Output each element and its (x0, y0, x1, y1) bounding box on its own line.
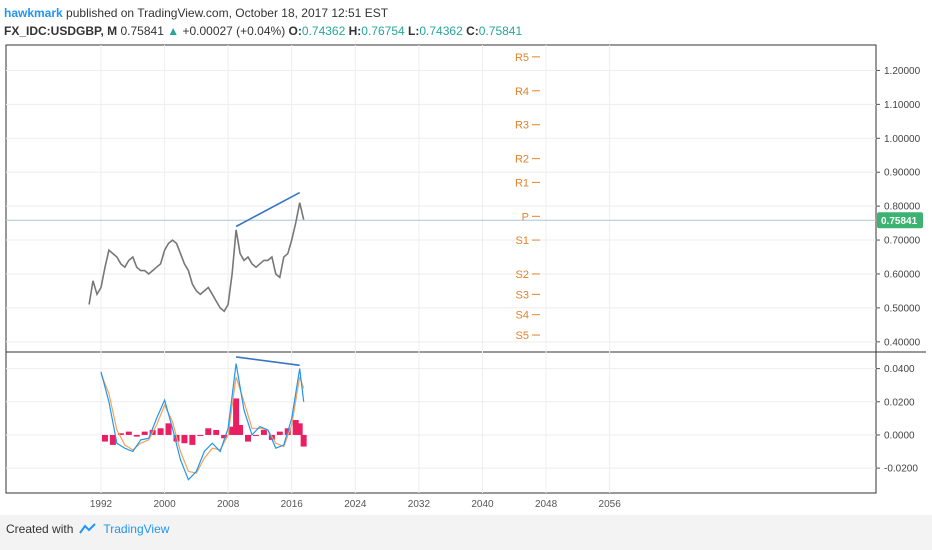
x-tick-label: 2056 (599, 499, 622, 510)
price-series (88, 202, 305, 313)
histogram-bar (141, 431, 148, 435)
symbol-name[interactable]: FX_IDC:USDGBP, M (4, 24, 118, 38)
histogram-bar (292, 420, 299, 435)
histogram-bar (260, 429, 267, 435)
price-tick-label: 0.80000 (884, 202, 921, 213)
last-price: 0.75841 (120, 24, 164, 38)
pivot-label: S5 (516, 330, 529, 342)
x-tick-label: 1992 (90, 499, 113, 510)
close-value: 0.75841 (478, 24, 523, 38)
price-tick-label: 0.40000 (884, 337, 921, 348)
x-tick-label: 2040 (471, 499, 494, 510)
price-tick-label: 0.50000 (884, 303, 921, 314)
high-label: H: (348, 24, 362, 38)
x-tick-label: 2008 (217, 499, 240, 510)
histogram-bar (205, 428, 212, 435)
histogram-bar (296, 423, 303, 435)
pivot-label: R5 (515, 52, 529, 64)
open-value: 0.74362 (301, 24, 346, 38)
histogram-bar (165, 423, 172, 435)
price-change: +0.00027 (+0.04%) (182, 24, 286, 38)
chart-canvas[interactable]: 1992 2000 2008 2016 2024 2032 2040 2048 2056 1.20… (0, 0, 932, 515)
tradingview-logo-icon (79, 523, 97, 534)
up-arrow-icon: ▲ (167, 24, 180, 38)
oscillator-trendline (235, 356, 300, 367)
low-value: 0.74362 (419, 24, 463, 38)
histogram-bar (189, 434, 196, 445)
last-price-tag (877, 212, 923, 229)
histogram-bar (109, 434, 116, 445)
oscillator-axis: 0.0400 0.0200 0.0000 -0.0200 (6, 364, 918, 475)
histogram-bar (197, 434, 204, 436)
footer: Created with TradingView (6, 522, 169, 536)
symbol-legend: FX_IDC:USDGBP, M 0.75841 ▲ +0.00027 (+0.… (4, 22, 522, 40)
histogram-bar (233, 398, 240, 435)
price-tick-label: 1.20000 (884, 66, 921, 77)
histogram-bar (213, 429, 220, 435)
pivot-label: R1 (515, 177, 529, 189)
plot-frame (5, 44, 877, 494)
x-axis: 1992 2000 2008 2016 2024 2032 2040 2048 2056 (90, 45, 621, 510)
histogram-bar (117, 433, 124, 435)
price-tick-label: 0.70000 (884, 236, 921, 247)
tradingview-brand[interactable]: TradingView (103, 522, 170, 536)
pivot-label: P (522, 211, 529, 223)
last-price-tag-label: 0.75841 (881, 216, 918, 227)
x-tick-label: 2000 (153, 499, 176, 510)
x-tick-label: 2024 (344, 499, 367, 510)
high-value: 0.76754 (361, 24, 405, 38)
histogram-bar (221, 434, 228, 439)
open-label: O: (288, 24, 302, 38)
histogram-bar (125, 431, 132, 435)
close-label: C: (466, 24, 479, 38)
price-axis: 1.20000 1.10000 1.00000 0.90000 0.80000 0.700… (6, 66, 921, 348)
price-trendline (235, 191, 301, 228)
osc-tick-label: 0.0200 (884, 397, 915, 408)
pivot-label: R4 (515, 86, 529, 98)
x-tick-label: 2032 (408, 499, 431, 510)
histogram-bar (300, 434, 307, 447)
pivot-levels: R5 R4 R3 R2 R1 P S1 S2 S3 S4 S5 (515, 52, 540, 342)
pivot-label: S1 (516, 235, 529, 247)
signal-line (100, 373, 305, 474)
price-tick-label: 1.10000 (884, 100, 921, 111)
histogram-bar (252, 434, 259, 436)
created-with-text: Created with (6, 522, 74, 536)
publication-header: hawkmark published on TradingView.com, O… (4, 4, 388, 22)
osc-tick-label: 0.0000 (884, 430, 915, 441)
osc-tick-label: -0.0200 (884, 464, 918, 475)
price-tick-label: 1.00000 (884, 134, 921, 145)
histogram-bar (229, 426, 236, 435)
pivot-label: R2 (515, 154, 529, 166)
x-tick-label: 2048 (535, 499, 558, 510)
x-tick-label: 2016 (281, 499, 304, 510)
price-tick-label: 0.60000 (884, 269, 921, 280)
histogram-bar (276, 431, 283, 435)
pivot-label: S3 (516, 289, 529, 301)
pivot-label: R3 (515, 120, 529, 132)
footer-bar (0, 515, 932, 550)
low-label: L: (408, 24, 420, 38)
histogram-bar (237, 424, 244, 435)
published-text: published on TradingView.com, October 18… (66, 6, 389, 20)
author-name[interactable]: hawkmark (4, 6, 63, 20)
pivot-label: S2 (516, 269, 529, 281)
macd-line (100, 363, 305, 481)
histogram-bar (101, 434, 108, 442)
histogram-bar (157, 428, 164, 435)
histogram-bar (245, 434, 252, 442)
histogram-bar (181, 434, 188, 444)
osc-tick-label: 0.0400 (884, 364, 915, 375)
pivot-label: S4 (516, 310, 529, 322)
price-tick-label: 0.90000 (884, 168, 921, 179)
histogram-bar (133, 434, 140, 437)
macd-histogram (101, 398, 307, 447)
